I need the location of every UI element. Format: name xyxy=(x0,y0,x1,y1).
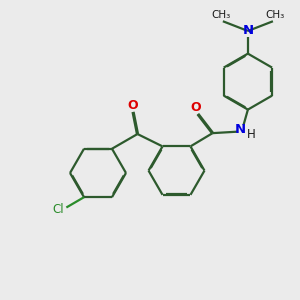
Text: CH₃: CH₃ xyxy=(266,11,285,20)
Text: H: H xyxy=(247,128,255,141)
Text: O: O xyxy=(128,99,138,112)
Text: N: N xyxy=(234,123,245,136)
Text: CH₃: CH₃ xyxy=(211,11,230,20)
Text: Cl: Cl xyxy=(52,203,64,216)
Text: O: O xyxy=(190,101,201,114)
Text: N: N xyxy=(242,25,253,38)
